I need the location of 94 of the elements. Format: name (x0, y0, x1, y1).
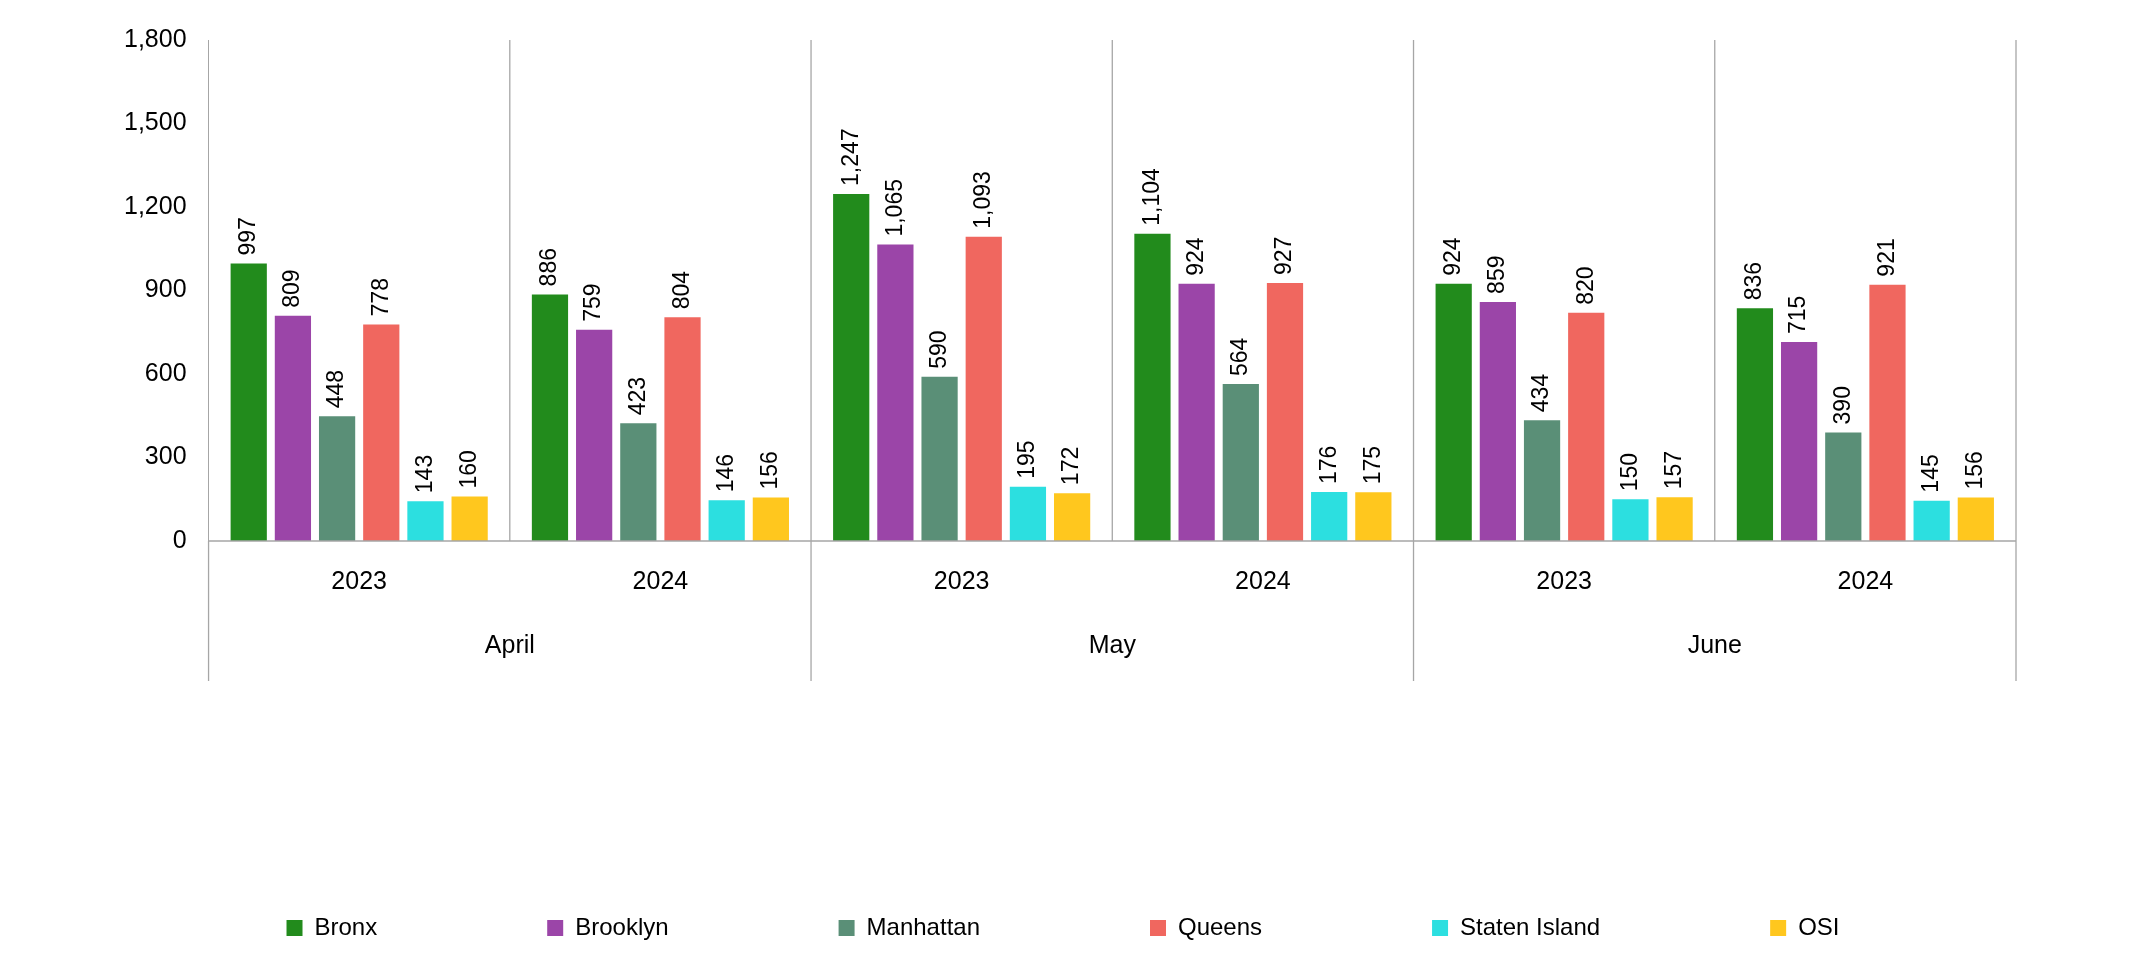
text: April (484, 629, 535, 658)
data-label: 146 (712, 453, 739, 493)
data-label: 997 (234, 217, 261, 256)
bar (1612, 499, 1649, 541)
bar (1311, 492, 1348, 541)
bar (1222, 384, 1259, 541)
data-label: 1,065 (880, 179, 907, 237)
y-tick-label: 1,800 (124, 23, 187, 52)
bar (451, 496, 488, 541)
y-tick-label: 1,500 (124, 107, 187, 136)
bar (921, 376, 958, 541)
legend-label: Brooklyn (575, 912, 669, 940)
data-label: 924 (1439, 237, 1466, 276)
data-label: 759 (579, 283, 606, 322)
x-tick-label: 2024 (632, 565, 689, 594)
bar (230, 263, 267, 541)
bar (965, 236, 1002, 541)
bar (363, 324, 400, 541)
data-label: 434 (1527, 373, 1554, 413)
data-label: 1,247 (836, 128, 863, 186)
bar (274, 315, 312, 541)
x-tick-label: 2024 (1235, 565, 1291, 594)
x-tick-label: 2024 (1837, 565, 1894, 594)
data-label: 145 (1917, 454, 1943, 493)
text: May (1088, 629, 1137, 658)
data-label: 859 (1483, 255, 1510, 294)
x-tick-label: 2023 (331, 565, 387, 594)
legend-label: Manhattan (866, 912, 980, 940)
bar (1869, 284, 1906, 541)
bar (576, 329, 613, 541)
y-tick-label: 1,200 (124, 190, 187, 219)
text: June (1687, 629, 1742, 658)
bar (1568, 312, 1605, 541)
data-label: 809 (278, 269, 305, 308)
y-tick-label: 900 (144, 274, 187, 303)
data-label: 1,104 (1137, 167, 1164, 226)
bar (1009, 486, 1047, 541)
bar (1134, 233, 1171, 541)
bar (620, 423, 657, 541)
bar (1780, 341, 1818, 541)
bar (1736, 308, 1774, 541)
data-label: 924 (1181, 237, 1208, 276)
data-label: 176 (1314, 445, 1341, 485)
bar (1355, 492, 1392, 541)
bar (664, 317, 701, 541)
x-tick-label: 2023 (1536, 565, 1592, 594)
bar (1523, 420, 1561, 541)
y-tick-label: 600 (144, 357, 187, 386)
data-label: 921 (1872, 238, 1899, 277)
data-label: 195 (1013, 440, 1040, 479)
data-label: 778 (366, 278, 393, 317)
data-label: 390 (1828, 386, 1855, 425)
data-label: 715 (1784, 295, 1811, 334)
y-tick-label: 300 (144, 441, 187, 470)
data-label: 836 (1740, 261, 1767, 301)
bar (1266, 282, 1304, 541)
data-label: 160 (454, 450, 481, 489)
data-label: 927 (1270, 236, 1297, 275)
data-label: 150 (1615, 452, 1642, 492)
data-label: 820 (1571, 266, 1598, 305)
bar (531, 294, 569, 541)
legend-label: OSI (1798, 912, 1840, 940)
bar (1479, 301, 1516, 541)
data-label: 143 (410, 454, 437, 494)
bar (1054, 493, 1091, 541)
data-label: 156 (1961, 451, 1988, 490)
data-label: 423 (623, 376, 650, 416)
data-label: 172 (1057, 446, 1084, 486)
data-label: 156 (756, 451, 783, 490)
bar (1825, 432, 1862, 541)
bar (752, 497, 789, 541)
legend-label: Bronx (314, 912, 378, 940)
legend-label: Staten Island (1460, 912, 1601, 940)
bar (1178, 283, 1215, 541)
bar (877, 244, 914, 541)
x-tick-label: 2023 (933, 565, 990, 594)
data-label: 1,093 (969, 171, 996, 229)
data-label: 886 (535, 248, 562, 287)
bar (708, 500, 745, 541)
data-label: 448 (322, 369, 349, 409)
bar (1435, 283, 1472, 541)
data-label: 157 (1659, 450, 1686, 490)
bar (1957, 497, 1994, 541)
y-tick-label: 0 (172, 524, 187, 553)
bar (1656, 497, 1693, 541)
bar (1913, 500, 1950, 541)
data-label: 175 (1358, 445, 1385, 485)
bar (833, 193, 870, 541)
data-label: 804 (667, 270, 694, 310)
bar (318, 416, 356, 541)
data-label: 590 (924, 330, 951, 369)
data-label: 564 (1226, 337, 1253, 377)
legend-label: Queens (1177, 912, 1263, 940)
bar (407, 501, 444, 541)
